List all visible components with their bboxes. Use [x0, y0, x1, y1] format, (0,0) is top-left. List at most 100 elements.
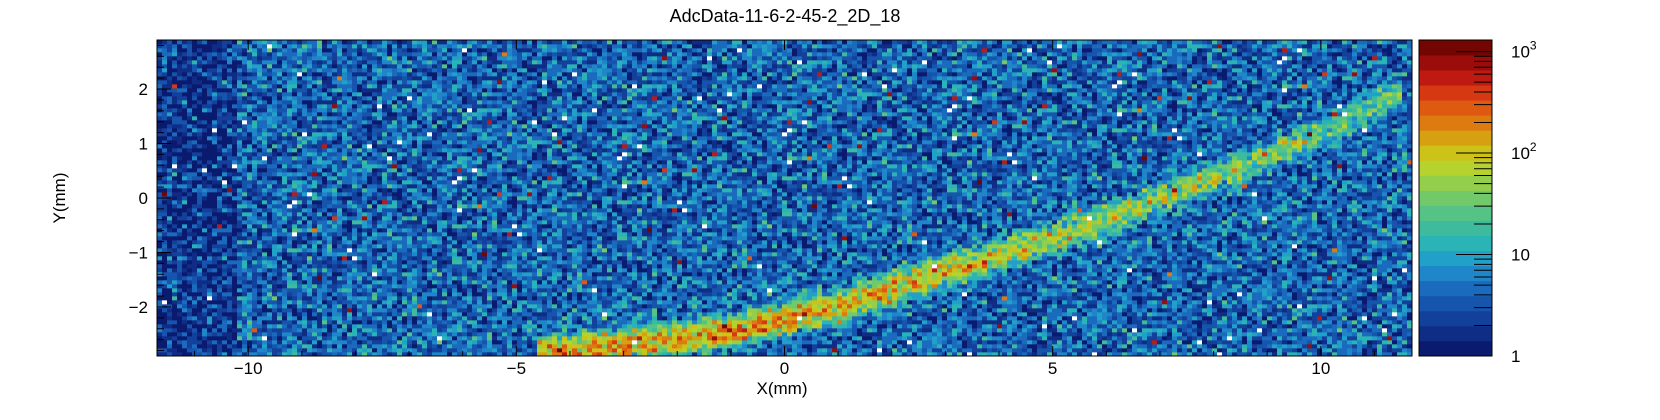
heatmap-cell	[272, 296, 278, 301]
heatmap-cell	[157, 236, 163, 241]
heatmap-cell	[357, 44, 363, 49]
heatmap-cell	[362, 336, 368, 341]
heatmap-cell	[287, 56, 293, 61]
heatmap-cell	[182, 56, 188, 61]
heatmap-cell	[247, 144, 253, 149]
heatmap-cell	[417, 156, 423, 161]
heatmap-cell	[352, 188, 358, 193]
heatmap-cell	[392, 260, 398, 265]
heatmap-cell	[397, 208, 403, 213]
heatmap-cell	[302, 208, 308, 213]
heatmap-cell	[327, 108, 333, 113]
heatmap-cell	[302, 84, 308, 89]
heatmap-cell	[322, 336, 328, 341]
heatmap-cell	[307, 136, 313, 141]
heatmap-cell	[157, 220, 163, 225]
heatmap-cell	[387, 60, 393, 65]
heatmap-cell	[447, 332, 453, 337]
heatmap-cell	[237, 288, 243, 293]
heatmap-cell	[467, 300, 473, 305]
heatmap-cell	[377, 308, 383, 313]
heatmap-cell	[427, 276, 433, 281]
heatmap-cell	[442, 340, 448, 345]
heatmap-cell	[382, 92, 388, 97]
heatmap-cell	[377, 180, 383, 185]
heatmap-cell	[457, 68, 463, 73]
heatmap-cell	[472, 312, 478, 317]
heatmap-cell	[312, 208, 318, 213]
heatmap-cell	[242, 276, 248, 281]
heatmap-cell	[157, 188, 163, 193]
heatmap-cell	[457, 316, 463, 321]
heatmap-cell	[327, 316, 333, 321]
heatmap-cell	[277, 340, 283, 345]
heatmap-cell	[177, 132, 183, 137]
heatmap-cell	[192, 220, 198, 225]
heatmap-cell	[172, 96, 178, 101]
heatmap-cell	[332, 332, 338, 337]
heatmap-cell	[192, 276, 198, 281]
heatmap-cell	[452, 248, 458, 253]
heatmap-cell	[267, 160, 273, 165]
heatmap-cell	[367, 236, 373, 241]
heatmap-cell	[327, 40, 333, 45]
heatmap-cell	[307, 52, 313, 57]
heatmap-cell	[307, 224, 313, 229]
heatmap-cell	[182, 212, 188, 217]
heatmap-cell	[272, 180, 278, 185]
heatmap-cell	[202, 296, 208, 301]
heatmap-cell	[417, 292, 423, 297]
heatmap-cell	[207, 320, 213, 325]
heatmap-cell	[162, 216, 168, 221]
heatmap-cell	[362, 236, 368, 241]
heatmap-cell	[262, 156, 268, 161]
heatmap-cell	[327, 48, 333, 53]
heatmap-cell	[237, 172, 243, 177]
heatmap-cell	[302, 64, 308, 69]
heatmap-cell	[462, 88, 468, 93]
heatmap-cell	[257, 280, 263, 285]
heatmap-cell	[252, 284, 258, 289]
heatmap-cell	[257, 320, 263, 325]
heatmap-cell	[267, 96, 273, 101]
heatmap-cell	[157, 144, 163, 149]
heatmap-cell	[197, 232, 203, 237]
heatmap-cell	[342, 48, 348, 53]
heatmap-cell	[342, 120, 348, 125]
heatmap-cell	[187, 180, 193, 185]
heatmap-cell	[442, 296, 448, 301]
heatmap-cell	[332, 56, 338, 61]
heatmap-cell	[262, 232, 268, 237]
heatmap-cell	[432, 48, 438, 53]
heatmap-cell	[182, 68, 188, 73]
heatmap-cell	[387, 244, 393, 249]
heatmap-cell	[237, 204, 243, 209]
heatmap-cell	[187, 276, 193, 281]
heatmap-cell	[432, 56, 438, 61]
heatmap-cell	[232, 288, 238, 293]
heatmap-cell	[327, 76, 333, 81]
heatmap-cell	[407, 296, 413, 301]
heatmap-cell	[427, 264, 433, 269]
heatmap-cell	[382, 248, 388, 253]
heatmap-cell	[302, 296, 308, 301]
heatmap-cell	[462, 240, 468, 245]
heatmap-cell	[342, 176, 348, 181]
heatmap-cell	[272, 80, 278, 85]
heatmap-cell	[247, 228, 253, 233]
heatmap-cell	[237, 332, 243, 337]
heatmap-cell	[387, 300, 393, 305]
heatmap-cell	[367, 316, 373, 321]
heatmap-cell	[437, 44, 443, 49]
heatmap-cell	[307, 240, 313, 245]
heatmap-cell	[347, 184, 353, 189]
heatmap-cell	[187, 284, 193, 289]
heatmap-cell	[367, 204, 373, 209]
heatmap-cell	[272, 60, 278, 65]
heatmap-cell	[167, 100, 173, 105]
heatmap-cell	[352, 228, 358, 233]
heatmap-cell	[192, 340, 198, 345]
heatmap-cell	[297, 212, 303, 217]
heatmap-cell	[177, 96, 183, 101]
heatmap-cell	[452, 64, 458, 69]
